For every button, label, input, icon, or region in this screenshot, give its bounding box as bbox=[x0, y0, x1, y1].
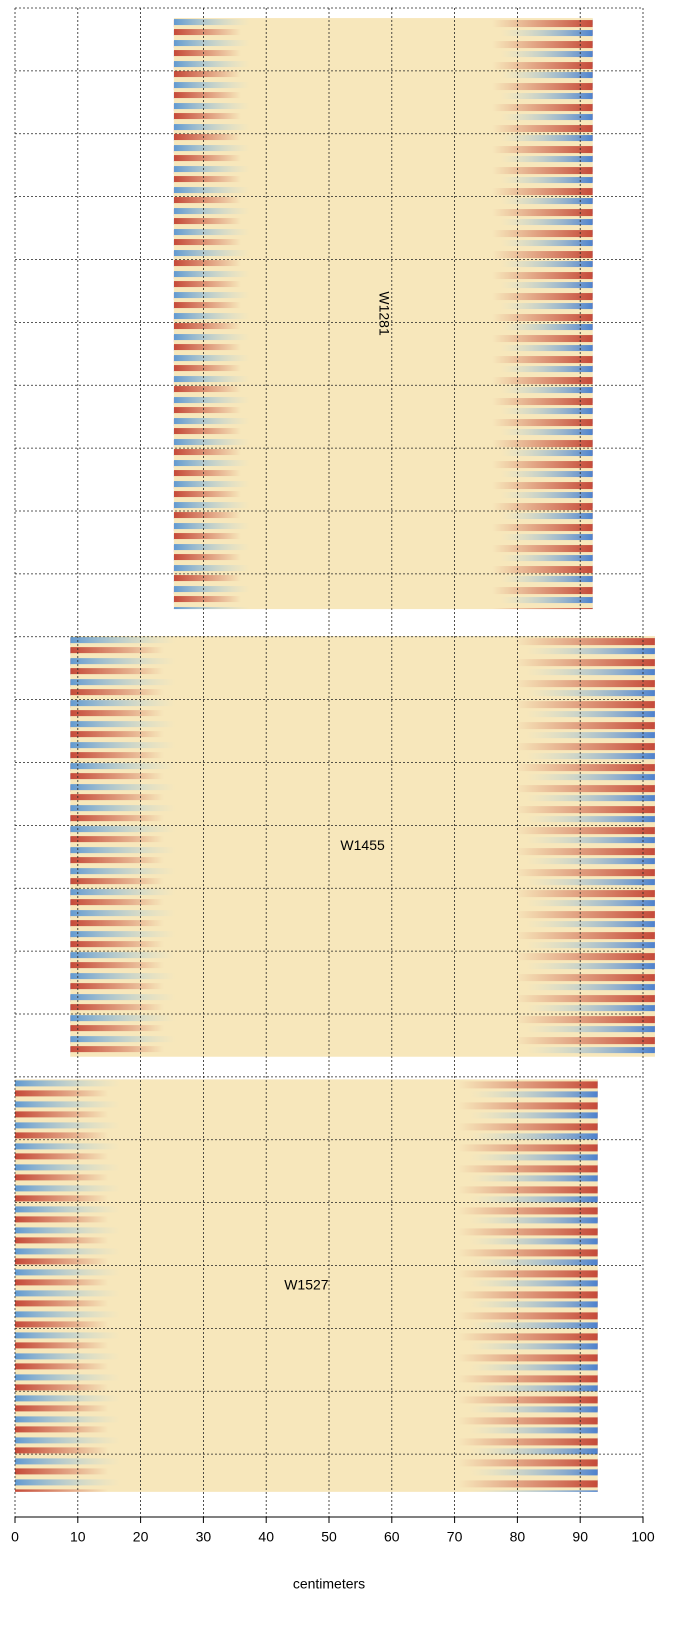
x-tick-label: 10 bbox=[70, 1529, 86, 1545]
x-axis-label: centimeters bbox=[293, 1576, 365, 1592]
panel bbox=[15, 1079, 598, 1492]
x-tick-label: 30 bbox=[196, 1529, 212, 1545]
x-tick-label: 80 bbox=[510, 1529, 526, 1545]
x-tick-label: 0 bbox=[11, 1529, 19, 1545]
panel-label: W1527 bbox=[284, 1276, 329, 1292]
x-axis: 0 10 20 30 40 50 60 70 80 90 100 bbox=[11, 1516, 655, 1545]
panel-label: W1281 bbox=[377, 291, 393, 336]
panels: W1281 W1455 W1527 bbox=[15, 18, 655, 1492]
x-tick-label: 90 bbox=[572, 1529, 588, 1545]
grid bbox=[14, 7, 644, 1518]
x-tick-label: 70 bbox=[447, 1529, 463, 1545]
x-tick-label: 50 bbox=[321, 1529, 337, 1545]
panel-label: W1455 bbox=[340, 837, 385, 853]
x-tick-label: 20 bbox=[133, 1529, 149, 1545]
x-tick-label: 40 bbox=[258, 1529, 274, 1545]
panel bbox=[173, 18, 593, 610]
x-tick-label: 60 bbox=[384, 1529, 400, 1545]
x-tick-label: 100 bbox=[631, 1529, 655, 1545]
panel bbox=[70, 636, 655, 1057]
